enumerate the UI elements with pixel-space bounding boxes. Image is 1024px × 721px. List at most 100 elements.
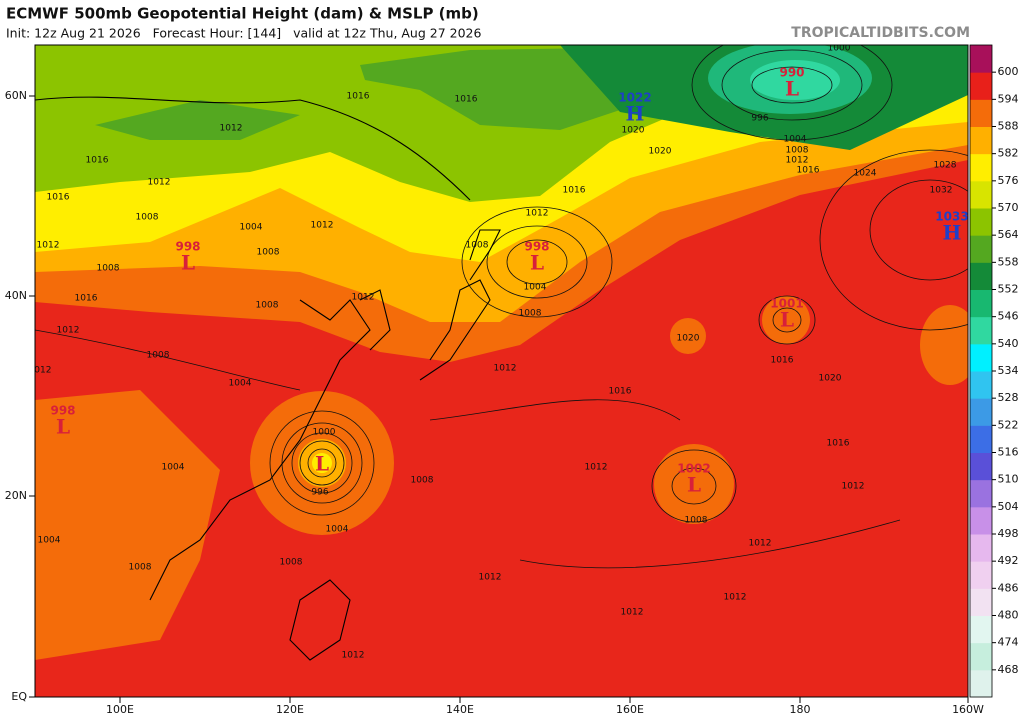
isobar-label: 1012 xyxy=(786,156,809,166)
lat-label: 40N xyxy=(5,289,27,302)
colorbar-segment xyxy=(970,534,992,562)
isobar-label: 1016 xyxy=(455,95,478,105)
isobar-label: 1016 xyxy=(47,193,70,203)
colorbar-segment xyxy=(970,262,992,290)
colorbar-label: 516 xyxy=(998,446,1019,459)
pressure-center-value: 998 xyxy=(175,240,200,254)
lon-label: 180 xyxy=(790,703,811,716)
isobar-label: 1012 xyxy=(352,293,375,303)
colorbar-segment xyxy=(970,669,992,698)
pressure-center-letter: H xyxy=(943,221,962,245)
colorbar-label: 504 xyxy=(998,500,1019,513)
colorbar-segment xyxy=(970,289,992,318)
colorbar-label: 570 xyxy=(998,201,1019,214)
isobar-label: 1016 xyxy=(563,186,586,196)
isobar-label: 1012 xyxy=(29,366,52,376)
isobar-label: 1012 xyxy=(526,209,549,219)
isobar-label: 996 xyxy=(311,488,328,498)
isobar-label: 1012 xyxy=(37,241,60,251)
colorbar-segment xyxy=(970,180,992,209)
isobar-label: 1008 xyxy=(147,351,170,361)
isobar-label: 1008 xyxy=(257,248,280,258)
pressure-center-letter: L xyxy=(785,77,799,101)
pressure-center-letter: L xyxy=(181,251,195,275)
isobar-label: 1008 xyxy=(466,241,489,251)
isobar-label: 1012 xyxy=(749,539,772,549)
isobar-label: 1012 xyxy=(148,178,171,188)
colorbar-segment xyxy=(970,45,992,73)
colorbar-segment xyxy=(970,126,992,155)
colorbar-segment xyxy=(970,99,992,127)
colorbar-label: 564 xyxy=(998,228,1019,241)
map-frame xyxy=(34,44,969,698)
isobar-label: 996 xyxy=(751,114,768,124)
isobar-label: 1016 xyxy=(797,166,820,176)
isobar-label: 1012 xyxy=(57,326,80,336)
isobar-label: 1008 xyxy=(411,476,434,486)
isobar-label: 1016 xyxy=(609,387,632,397)
lon-label: 100E xyxy=(106,703,134,716)
pressure-center-value: 998 xyxy=(50,404,75,418)
isobar-label: 1012 xyxy=(724,593,747,603)
lon-label: 160E xyxy=(616,703,644,716)
colorbar-segment xyxy=(970,642,992,671)
isobar-label: 1004 xyxy=(524,283,547,293)
colorbar-label: 492 xyxy=(998,554,1019,567)
pressure-center-letter: L xyxy=(687,473,701,497)
colorbar-segment xyxy=(970,479,992,508)
colorbar-label: 594 xyxy=(998,92,1019,105)
colorbar-segment xyxy=(970,208,992,236)
colorbar-label: 510 xyxy=(998,473,1019,486)
isobar-label: 1016 xyxy=(827,439,850,449)
pressure-center-letter: L xyxy=(780,308,794,332)
isobar-label: 1020 xyxy=(622,126,645,136)
colorbar-segment xyxy=(970,343,992,372)
colorbar-segment xyxy=(970,425,992,453)
pressure-center-letter: L xyxy=(315,452,329,476)
isobar-label: 1004 xyxy=(162,463,185,473)
colorbar-segment xyxy=(970,506,992,535)
lon-label: 140E xyxy=(446,703,474,716)
isobar-label: 1012 xyxy=(585,463,608,473)
pressure-center-value: 1002 xyxy=(677,462,710,476)
isobar-label: 1000 xyxy=(828,44,851,54)
title: ECMWF 500mb Geopotential Height (dam) & … xyxy=(6,5,479,23)
colorbar-label: 486 xyxy=(998,581,1019,594)
isobar-label: 1020 xyxy=(649,147,672,157)
colorbar-label: 528 xyxy=(998,391,1019,404)
isobar-label: 1000 xyxy=(313,428,336,438)
pressure-center-value: 990 xyxy=(779,66,804,80)
colorbar-label: 600 xyxy=(998,65,1019,78)
isobar-label: 1004 xyxy=(229,379,252,389)
pressure-center-letter: L xyxy=(56,415,70,439)
isobar-label: 1008 xyxy=(685,516,708,526)
colorbar-label: 534 xyxy=(998,364,1019,377)
isobar-label: 1020 xyxy=(819,374,842,384)
colorbar-label: 582 xyxy=(998,147,1019,160)
isobar-label: 1016 xyxy=(347,92,370,102)
colorbar-label: 480 xyxy=(998,609,1019,622)
isobar-label: 1012 xyxy=(842,482,865,492)
lon-label: 120E xyxy=(276,703,304,716)
colorbar-segment xyxy=(970,561,992,589)
pressure-center-value: 998 xyxy=(524,240,549,254)
isobar-label: 1016 xyxy=(771,356,794,366)
pressure-center-letter: L xyxy=(530,251,544,275)
colorbar-segment xyxy=(970,235,992,263)
isobar-label: 1008 xyxy=(786,146,809,156)
isobar-label: 1012 xyxy=(220,124,243,134)
colorbar-label: 576 xyxy=(998,174,1019,187)
isobar-label: 1012 xyxy=(494,364,517,374)
isobar-label: 1004 xyxy=(38,536,61,546)
colorbar-label: 540 xyxy=(998,337,1019,350)
pressure-center-letter: H xyxy=(626,102,645,126)
colorbar-segment xyxy=(970,588,992,616)
colorbar-segment xyxy=(970,398,992,426)
isobar-label: 1028 xyxy=(934,161,957,171)
isobar-label: 1012 xyxy=(311,221,334,231)
lat-label: EQ xyxy=(11,690,27,703)
isobar-label: 1008 xyxy=(256,301,279,311)
colorbar-label: 588 xyxy=(998,120,1019,133)
isobar-label: 1008 xyxy=(519,309,542,319)
